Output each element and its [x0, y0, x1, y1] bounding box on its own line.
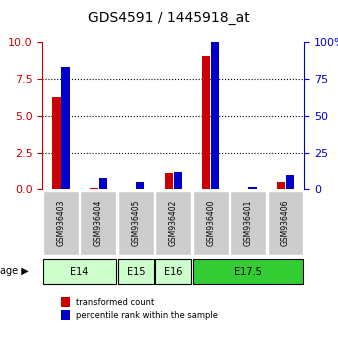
FancyBboxPatch shape — [80, 191, 116, 255]
Text: GSM936400: GSM936400 — [206, 200, 215, 246]
Bar — [277, 182, 285, 189]
Text: percentile rank within the sample: percentile rank within the sample — [76, 310, 218, 320]
Text: E14: E14 — [71, 267, 89, 276]
Bar — [136, 182, 144, 189]
Text: GDS4591 / 1445918_at: GDS4591 / 1445918_at — [88, 11, 250, 25]
Text: GSM936401: GSM936401 — [244, 200, 252, 246]
Bar — [90, 188, 98, 189]
Bar — [52, 97, 61, 189]
Bar — [211, 42, 219, 189]
Text: GSM936404: GSM936404 — [94, 200, 103, 246]
Bar — [286, 175, 294, 189]
Text: E17.5: E17.5 — [234, 267, 262, 276]
Bar — [202, 56, 210, 189]
Text: E15: E15 — [126, 267, 145, 276]
Bar — [165, 173, 173, 189]
FancyBboxPatch shape — [193, 259, 304, 285]
Text: GSM936406: GSM936406 — [281, 200, 290, 246]
FancyBboxPatch shape — [268, 191, 304, 255]
Bar — [248, 187, 257, 189]
FancyBboxPatch shape — [193, 191, 228, 255]
Text: E16: E16 — [164, 267, 183, 276]
Text: age ▶: age ▶ — [0, 266, 29, 276]
FancyBboxPatch shape — [43, 259, 116, 285]
Bar — [61, 310, 70, 320]
FancyBboxPatch shape — [155, 191, 191, 255]
Bar — [174, 172, 182, 189]
FancyBboxPatch shape — [155, 259, 191, 285]
Text: GSM936402: GSM936402 — [169, 200, 178, 246]
Bar — [61, 297, 70, 307]
FancyBboxPatch shape — [118, 259, 154, 285]
Text: transformed count: transformed count — [76, 298, 154, 307]
Text: GSM936405: GSM936405 — [131, 200, 140, 246]
FancyBboxPatch shape — [43, 191, 79, 255]
FancyBboxPatch shape — [230, 191, 266, 255]
Bar — [99, 178, 107, 189]
Bar — [61, 68, 70, 189]
Text: GSM936403: GSM936403 — [56, 200, 66, 246]
FancyBboxPatch shape — [118, 191, 154, 255]
